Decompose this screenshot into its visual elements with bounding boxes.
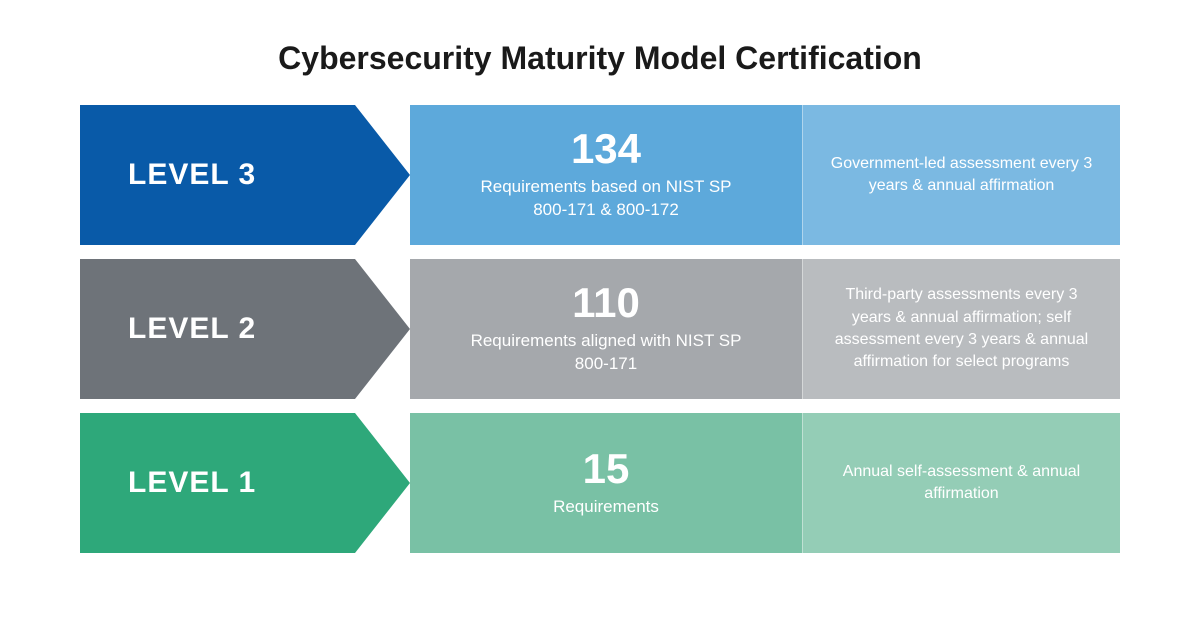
requirement-count: 134 xyxy=(571,128,641,170)
assessment-text: Annual self-assessment & annual affirmat… xyxy=(827,461,1096,506)
level-row-3: LEVEL 3 134 Requirements based on NIST S… xyxy=(80,105,1120,245)
level-middle-3: 134 Requirements based on NIST SP 800-17… xyxy=(410,105,802,245)
level-middle-1: 15 Requirements xyxy=(410,413,802,553)
level-assessment-2: Third-party assessments every 3 years & … xyxy=(802,259,1120,399)
requirement-text: Requirements xyxy=(553,496,659,519)
level-arrow-1: LEVEL 1 xyxy=(80,413,410,553)
level-arrow-3: LEVEL 3 xyxy=(80,105,410,245)
level-assessment-3: Government-led assessment every 3 years … xyxy=(802,105,1120,245)
requirement-text: Requirements aligned with NIST SP 800-17… xyxy=(466,330,746,376)
level-arrow-2: LEVEL 2 xyxy=(80,259,410,399)
level-label: LEVEL 2 xyxy=(128,312,256,346)
requirement-count: 15 xyxy=(583,448,630,490)
level-label: LEVEL 3 xyxy=(128,158,256,192)
levels-container: LEVEL 3 134 Requirements based on NIST S… xyxy=(80,105,1120,553)
requirement-count: 110 xyxy=(572,282,640,324)
level-assessment-1: Annual self-assessment & annual affirmat… xyxy=(802,413,1120,553)
requirement-text: Requirements based on NIST SP 800-171 & … xyxy=(466,176,746,222)
page-title: Cybersecurity Maturity Model Certificati… xyxy=(80,40,1120,77)
level-row-1: LEVEL 1 15 Requirements Annual self-asse… xyxy=(80,413,1120,553)
level-middle-2: 110 Requirements aligned with NIST SP 80… xyxy=(410,259,802,399)
assessment-text: Government-led assessment every 3 years … xyxy=(827,153,1096,198)
level-row-2: LEVEL 2 110 Requirements aligned with NI… xyxy=(80,259,1120,399)
level-label: LEVEL 1 xyxy=(128,466,256,500)
assessment-text: Third-party assessments every 3 years & … xyxy=(827,284,1096,374)
